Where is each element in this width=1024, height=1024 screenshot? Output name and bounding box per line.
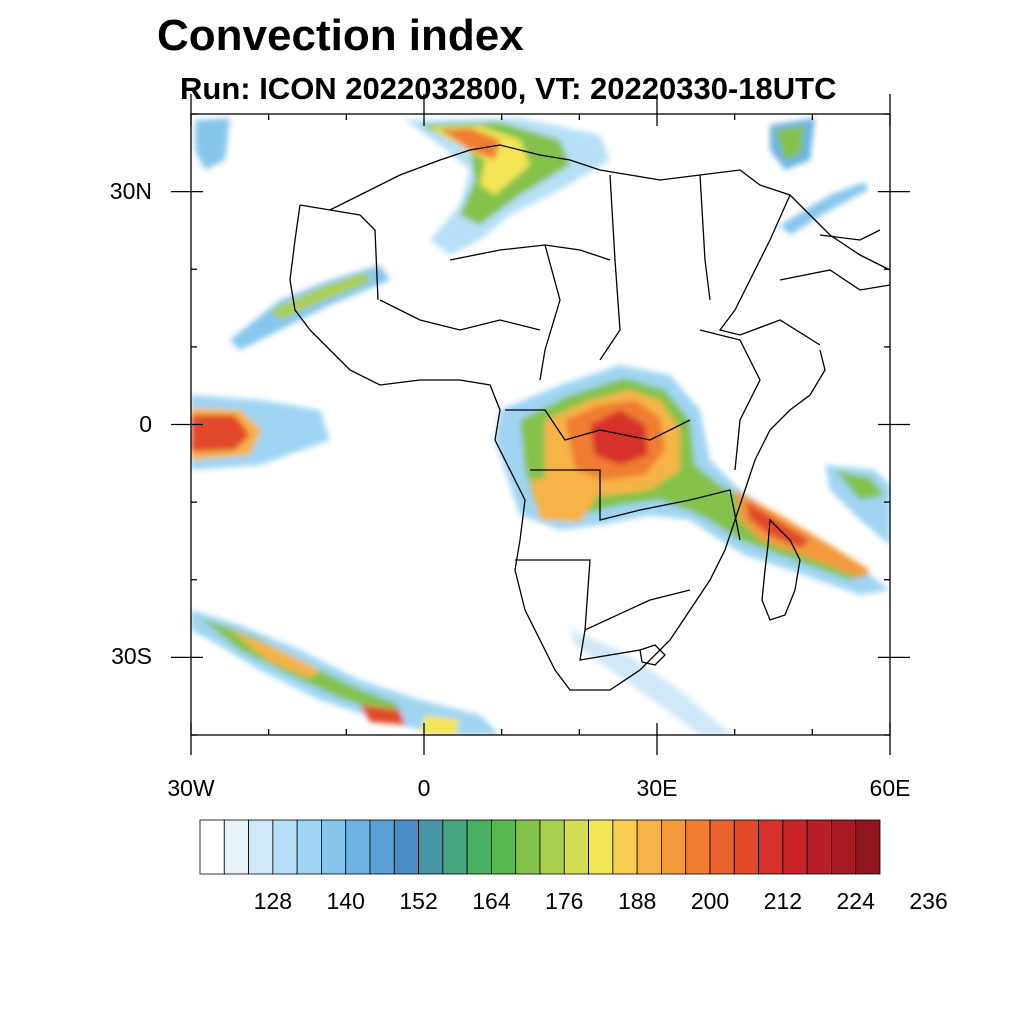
x-tick-label: 0: [417, 775, 431, 801]
colorbar-box: [199, 819, 225, 875]
colorbar-box: [345, 819, 371, 875]
x-tick-label: 60E: [869, 775, 911, 801]
colorbar-box: [248, 819, 274, 875]
colorbar-box: [563, 819, 589, 875]
colorbar-box: [466, 819, 492, 875]
map-title: Convection index: [157, 11, 524, 60]
colorbar-box: [296, 819, 322, 875]
x-tick-label: 30W: [167, 775, 215, 801]
colorbar-box: [393, 819, 419, 875]
colorbar-box: [758, 819, 784, 875]
colorbar-box: [733, 819, 759, 875]
colorbar-label: 140: [326, 888, 365, 914]
x-tick-label: 30E: [636, 775, 678, 801]
colorbar-label: 212: [763, 888, 803, 914]
colorbar-box: [636, 819, 662, 875]
colorbar-box: [661, 819, 687, 875]
y-tick-label: 30S: [111, 643, 152, 670]
colorbar-box: [855, 819, 881, 875]
colorbar-label: 200: [690, 888, 730, 914]
colorbar-box: [588, 819, 614, 875]
colorbar-box: [418, 819, 444, 875]
y-tick-label: 0: [139, 410, 152, 437]
colorbar-box: [782, 819, 808, 875]
colorbar-box: [709, 819, 735, 875]
colorbar-box: [321, 819, 347, 875]
colorbar-box: [223, 819, 249, 875]
colorbar-box: [539, 819, 565, 875]
colorbar-label: 236: [909, 888, 948, 914]
colorbar-label: 164: [472, 888, 511, 914]
colorbar-box: [806, 819, 832, 875]
colorbar-box: [491, 819, 517, 875]
colorbar-label: 188: [617, 888, 657, 914]
map-subtitle: Run: ICON 2022032800, VT: 20220330-18UTC: [180, 71, 837, 106]
colorbar-label: 176: [545, 888, 584, 914]
axis-ticks: [171, 94, 910, 755]
colorbar-label: 224: [836, 888, 875, 914]
colorbar-box: [272, 819, 298, 875]
colorbar-box: [442, 819, 468, 875]
colorbar-box: [831, 819, 857, 875]
colorbar-box: [515, 819, 541, 875]
colorbar: [199, 819, 881, 875]
convection-field: [191, 118, 890, 735]
colorbar-box: [685, 819, 711, 875]
colorbar-box: [612, 819, 638, 875]
coastlines: [289, 144, 890, 691]
colorbar-box: [369, 819, 395, 875]
y-tick-label: 30N: [109, 177, 152, 204]
colorbar-label: 128: [253, 888, 293, 914]
colorbar-label: 152: [399, 888, 438, 914]
